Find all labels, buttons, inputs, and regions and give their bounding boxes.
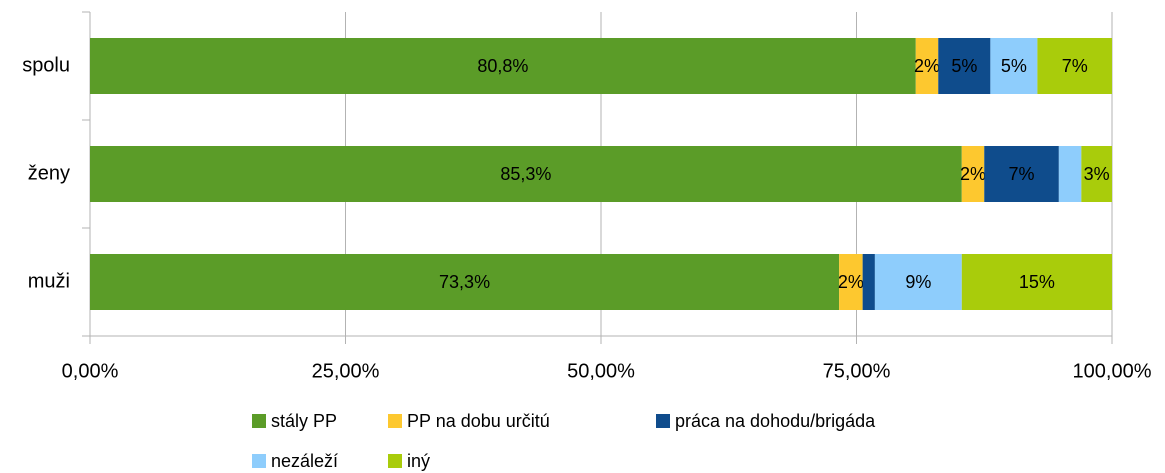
data-label: 15% bbox=[1019, 272, 1055, 292]
x-tick-label: 75,00% bbox=[823, 360, 891, 382]
x-tick-label: 100,00% bbox=[1073, 360, 1152, 382]
data-label: 2% bbox=[914, 56, 940, 76]
x-tick-label: 50,00% bbox=[567, 360, 635, 382]
bar-segment bbox=[990, 38, 1038, 94]
bar-segment bbox=[862, 254, 875, 310]
legend-swatch bbox=[252, 414, 266, 428]
bar-segment bbox=[1081, 146, 1112, 202]
data-label: 5% bbox=[951, 56, 977, 76]
legend-swatch bbox=[388, 454, 402, 468]
data-label: 80,8% bbox=[477, 56, 528, 76]
x-tick-label: 25,00% bbox=[312, 360, 380, 382]
bar-segment bbox=[961, 254, 1112, 310]
data-label: 2% bbox=[960, 164, 986, 184]
legend-swatch bbox=[388, 414, 402, 428]
data-label: 7% bbox=[1009, 164, 1035, 184]
bar-segment bbox=[90, 254, 840, 310]
legend-label: práca na dohodu/brigáda bbox=[675, 411, 876, 431]
bar-segment bbox=[915, 38, 939, 94]
data-label: 7% bbox=[1062, 56, 1088, 76]
data-label: 5% bbox=[1001, 56, 1027, 76]
bar-segment bbox=[839, 254, 863, 310]
y-tick-label: spolu bbox=[22, 54, 70, 76]
bar-segment bbox=[90, 38, 916, 94]
bar-segment bbox=[90, 146, 962, 202]
bar-segment bbox=[1037, 38, 1112, 94]
legend-swatch bbox=[252, 454, 266, 468]
legend-label: iný bbox=[407, 451, 430, 471]
data-label: 2% bbox=[838, 272, 864, 292]
bar-segment bbox=[938, 38, 991, 94]
legend-label: PP na dobu určitú bbox=[407, 411, 550, 431]
legend-label: stály PP bbox=[271, 411, 337, 431]
legend-label: nezáleží bbox=[271, 451, 338, 471]
data-label: 73,3% bbox=[439, 272, 490, 292]
y-tick-label: muži bbox=[28, 270, 70, 292]
data-label: 3% bbox=[1084, 164, 1110, 184]
data-label: 9% bbox=[905, 272, 931, 292]
bar-segment bbox=[1058, 146, 1082, 202]
x-tick-label: 0,00% bbox=[62, 360, 119, 382]
legend-swatch bbox=[656, 414, 670, 428]
y-tick-label: ženy bbox=[28, 162, 70, 184]
bar-segment bbox=[874, 254, 962, 310]
bar-segment bbox=[984, 146, 1059, 202]
bar-segment bbox=[961, 146, 985, 202]
data-label: 85,3% bbox=[500, 164, 551, 184]
